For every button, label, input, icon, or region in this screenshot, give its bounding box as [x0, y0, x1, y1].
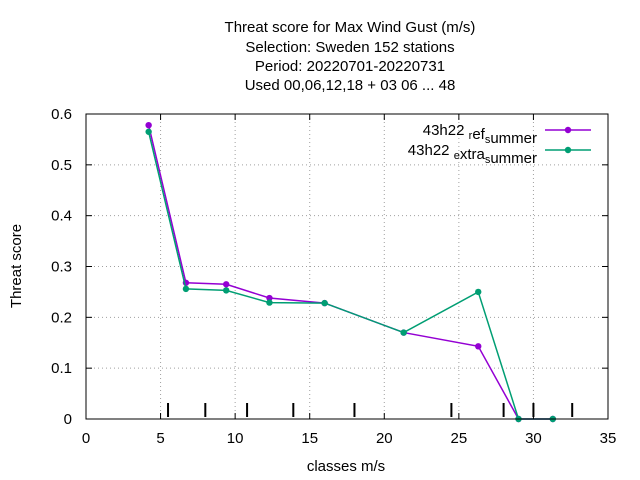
- y-tick-label: 0.2: [51, 309, 72, 326]
- legend-label-2: 43h22 extrasummer: [408, 142, 537, 167]
- series-line-2: [147, 131, 553, 420]
- series-1-point: [145, 121, 152, 129]
- x-tick-label: 5: [156, 430, 164, 447]
- x-tick-label: 15: [301, 430, 318, 447]
- x-tick-label: 30: [525, 430, 542, 447]
- title-line-1: Threat score for Max Wind Gust (m/s): [225, 19, 476, 36]
- series-1-point: [475, 343, 482, 350]
- series-line-1: [147, 125, 553, 420]
- x-tick-label: 0: [82, 430, 90, 447]
- class-boundary-markers: [167, 403, 574, 417]
- series-2-point: [145, 128, 152, 135]
- series-1-point: [222, 281, 230, 288]
- legend-marker-1: [564, 126, 572, 134]
- legend-marker-2: [564, 146, 572, 154]
- grid-lines: [86, 114, 608, 419]
- y-axis-label: Threat score: [8, 224, 25, 308]
- series-2-point: [182, 285, 190, 293]
- y-tick-label: 0.3: [51, 259, 72, 276]
- y-tick-label: 0.4: [51, 208, 72, 225]
- y-tick-label: 0.5: [51, 157, 72, 174]
- y-tick-label: 0: [64, 411, 72, 428]
- y-tick-label: 0.1: [51, 360, 72, 377]
- title-line-4: Used 00,06,12,18 + 03 06 ... 48: [245, 77, 456, 94]
- axis-ticks: 0 5 10 15 20 25 30 35 0 0.1 0.2 0.3 0.4 0.5 0.6: [51, 106, 616, 447]
- y-tick-label: 0.6: [51, 106, 72, 123]
- x-axis-label: classes m/s: [307, 458, 385, 475]
- title-line-3: Period: 20220701-20220731: [255, 58, 445, 75]
- x-tick-label: 20: [376, 430, 393, 447]
- series-2-point: [475, 288, 482, 296]
- series-2-point: [266, 299, 273, 306]
- series-lines: [145, 121, 557, 423]
- legend-label-1: 43h22 refsummer: [423, 122, 537, 147]
- x-tick-label: 35: [600, 430, 617, 447]
- chart-title: Threat score for Max Wind Gust (m/s) Sel…: [225, 19, 476, 94]
- series-2-point: [400, 329, 407, 336]
- title-line-2: Selection: Sweden 152 stations: [245, 39, 454, 56]
- x-tick-label: 10: [227, 430, 244, 447]
- series-1-point: [266, 294, 273, 302]
- x-tick-label: 25: [451, 430, 468, 447]
- series-2-point: [321, 299, 328, 307]
- series-2-point: [222, 287, 230, 294]
